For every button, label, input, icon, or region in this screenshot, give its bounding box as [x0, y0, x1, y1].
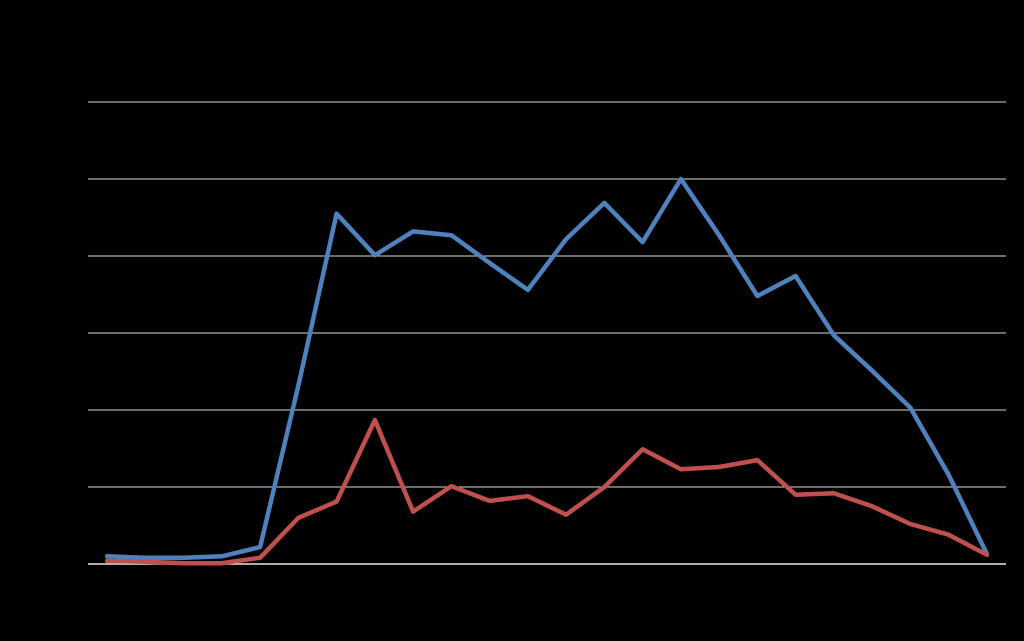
line-series — [104, 176, 990, 561]
line-series — [104, 417, 990, 566]
